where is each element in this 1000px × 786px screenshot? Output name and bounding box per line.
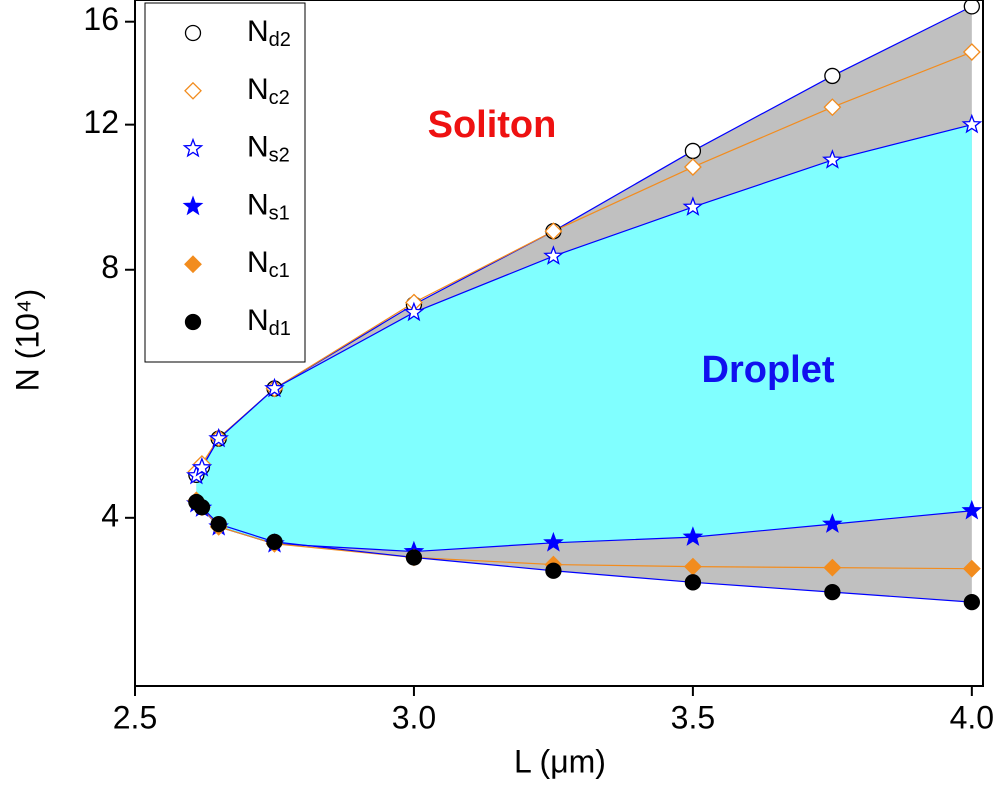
- legend-label: Ns2: [247, 131, 290, 167]
- legend-label-sub: c1: [269, 260, 290, 282]
- marker: [961, 499, 983, 520]
- marker: [963, 0, 980, 15]
- legend-marker: [184, 81, 202, 100]
- marker: [543, 245, 564, 265]
- legend-marker: [184, 255, 202, 274]
- legend-marker: [182, 195, 204, 216]
- marker: [961, 113, 983, 134]
- legend-label-main: N: [247, 188, 269, 221]
- marker: [684, 574, 702, 591]
- legend-label-sub: s2: [269, 145, 290, 167]
- marker: [208, 427, 229, 448]
- legend-label: Nd2: [247, 15, 291, 51]
- marker: [191, 456, 213, 477]
- legend-label-main: N: [247, 304, 269, 337]
- legend-label-sub: d2: [269, 29, 291, 51]
- marker: [684, 142, 702, 160]
- marker: [823, 98, 842, 117]
- legend-label: Nc2: [247, 73, 290, 109]
- y-tick-label: 12: [83, 104, 119, 140]
- legend-label: Ns1: [247, 188, 290, 224]
- marker: [266, 533, 283, 551]
- marker: [822, 513, 843, 533]
- marker: [824, 67, 841, 85]
- legend-label: Nc1: [247, 246, 290, 282]
- marker: [963, 594, 980, 611]
- legend-marker: [184, 24, 202, 42]
- marker: [822, 149, 843, 169]
- marker: [682, 196, 704, 216]
- marker: [405, 549, 423, 566]
- y-tick-label: 4: [101, 497, 119, 533]
- marker: [193, 499, 211, 516]
- legend-label-sub: c2: [269, 87, 290, 109]
- marker: [683, 158, 702, 176]
- y-tick-label: 8: [101, 249, 119, 285]
- marker: [962, 559, 981, 578]
- legend-label-sub: s1: [269, 203, 290, 225]
- legend-label-main: N: [247, 73, 269, 106]
- annotation: Soliton: [428, 104, 557, 146]
- marker: [823, 558, 842, 577]
- x-tick-label: 2.5: [113, 699, 157, 735]
- marker: [264, 377, 285, 398]
- legend-label-main: N: [247, 131, 269, 164]
- marker: [210, 515, 227, 533]
- legend-box: [144, 2, 306, 363]
- x-tick-label: 3.5: [671, 699, 715, 735]
- x-tick-label: 4.0: [950, 699, 994, 735]
- marker: [544, 222, 563, 241]
- marker: [962, 43, 981, 61]
- y-axis-label: N (10⁴): [9, 289, 45, 392]
- y-tick-label: 16: [83, 1, 119, 37]
- marker: [543, 531, 564, 552]
- legend-label-main: N: [247, 15, 269, 48]
- legend-label: Nd1: [247, 304, 291, 340]
- legend-marker: [184, 313, 202, 331]
- x-axis-label: L (μm): [514, 743, 606, 779]
- area-fill: [196, 124, 972, 552]
- x-tick-label: 3.0: [392, 699, 436, 735]
- marker: [682, 526, 704, 546]
- marker: [545, 562, 562, 579]
- legend-marker: [182, 137, 204, 158]
- plot-frame: [134, 0, 984, 687]
- legend-label-sub: d1: [269, 318, 291, 340]
- marker: [403, 301, 425, 322]
- legend-label-main: N: [247, 246, 269, 279]
- marker: [824, 583, 841, 601]
- annotation: Droplet: [702, 349, 835, 391]
